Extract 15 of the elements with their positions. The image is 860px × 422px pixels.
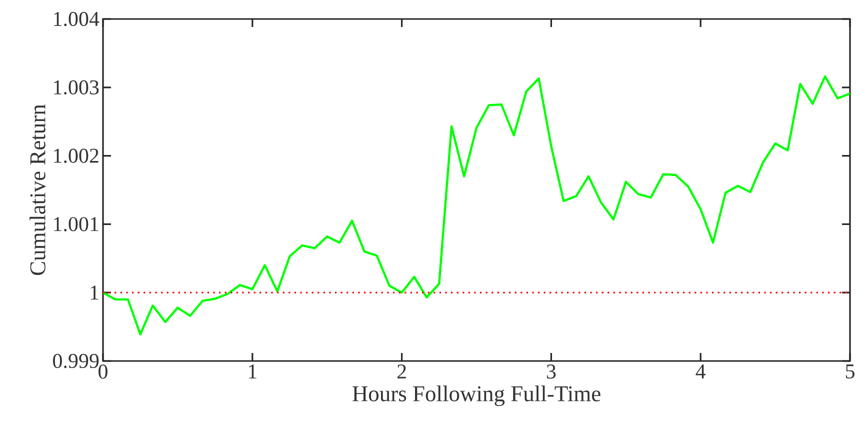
x-axis-title: Hours Following Full-Time <box>352 386 600 406</box>
x-tick-label: 3 <box>546 364 556 379</box>
y-tick-label: 1.002 <box>54 148 98 163</box>
x-tick-label: 5 <box>846 364 854 378</box>
y-tick-label: 1.001 <box>54 217 98 232</box>
x-tick-label: 0 <box>98 364 108 379</box>
line-series <box>103 75 850 336</box>
x-tick-label: 4 <box>696 364 706 378</box>
y-tick-label: 1.004 <box>54 12 100 26</box>
y-axis-title: Cumulative Return <box>30 104 46 276</box>
y-tick-label: 1 <box>90 286 98 300</box>
y-tick-label: 0.999 <box>53 354 99 368</box>
y-tick-label: 1.003 <box>54 80 99 95</box>
x-tick-label: 1 <box>248 364 256 378</box>
x-tick-label: 2 <box>397 364 406 378</box>
